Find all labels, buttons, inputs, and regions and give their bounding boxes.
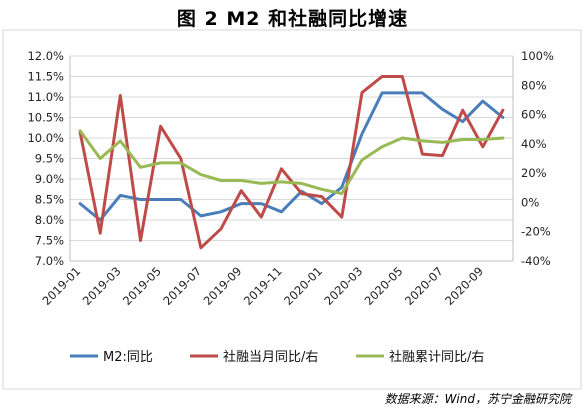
y-right-tick-label: 20% (521, 166, 547, 180)
chart-frame (2, 29, 582, 390)
x-tick-label: 2020-03 (321, 264, 365, 308)
axes: 7.0% 7.5% 8.0% 8.5% 9.0% 9.5% 10.0% 10.5% 11.0% 1… (27, 49, 553, 268)
y-left-tick-label: 7.0% (35, 254, 64, 268)
y-right-tick-label: 40% (521, 137, 547, 151)
source-note: 数据来源：Wind，苏宁金融研究院 (384, 392, 571, 406)
y-right-tick-label: 100% (521, 49, 554, 63)
x-tick-label: 2019-07 (160, 264, 204, 308)
series-line-2 (78, 75, 505, 250)
legend: M2:同比 社融当月同比/右 社融累计同比/右 (70, 349, 484, 365)
series-lines (78, 75, 505, 250)
x-tick-label: 2020-05 (362, 264, 406, 308)
x-tick-label: 2019-11 (241, 264, 285, 308)
y-left-tick-label: 10.0% (27, 131, 64, 145)
x-tick-label: 2020-07 (402, 264, 446, 308)
y-left-tick-label: 8.0% (35, 213, 64, 227)
legend-label: M2:同比 (103, 350, 153, 365)
x-tick-label: 2020-01 (281, 264, 325, 308)
y-left-tick-label: 10.5% (27, 111, 64, 125)
y-right-tick-label: 80% (521, 78, 547, 92)
y-left-tick-label: 11.5% (27, 70, 64, 84)
x-tick-label: 2019-01 (39, 264, 83, 308)
x-tick-label: 2019-03 (80, 264, 124, 308)
legend-label: 社融累计同比/右 (389, 349, 484, 365)
series-line-3 (78, 129, 505, 196)
x-tick-label: 2020-09 (442, 264, 486, 308)
y-left-tick-label: 8.5% (35, 193, 64, 207)
y-right-tick-label: -20% (521, 225, 551, 239)
series-line-1 (78, 91, 505, 222)
gridlines (70, 55, 513, 262)
x-tick-label: 2019-09 (201, 264, 245, 308)
chart-title: 图 2 M2 和社融同比增速 (176, 8, 409, 30)
y-right-tick-label: -40% (521, 254, 551, 268)
x-tick-label: 2019-05 (120, 264, 164, 308)
y-left-tick-label: 9.0% (35, 172, 64, 186)
y-left-tick-label: 7.5% (35, 234, 64, 248)
y-left-tick-label: 9.5% (35, 152, 64, 166)
y-right-tick-label: 0% (521, 195, 539, 209)
y-right-tick-label: 60% (521, 108, 547, 122)
legend-label: 社融当月同比/右 (223, 349, 318, 365)
x-axis-ticks: 2019-012019-032019-052019-072019-092019-… (39, 264, 486, 308)
y-left-tick-label: 12.0% (27, 49, 64, 63)
y-left-tick-label: 11.0% (27, 90, 64, 104)
